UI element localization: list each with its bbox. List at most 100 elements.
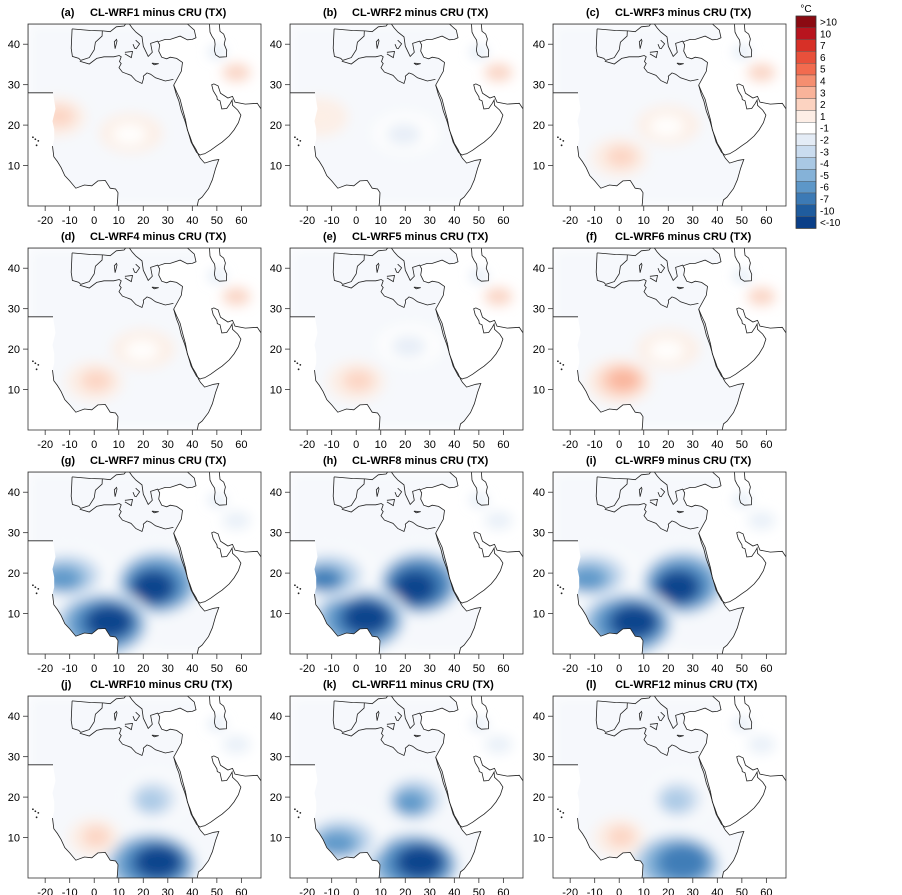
- colorbar-unit-label: °C: [800, 4, 811, 15]
- panel-label: (k): [323, 679, 337, 691]
- y-tick-label: 30: [8, 304, 20, 316]
- panel-title: CL-WRF2 minus CRU (TX): [352, 7, 489, 19]
- colorbar-swatch: [795, 15, 817, 29]
- panel-label: (g): [61, 455, 75, 467]
- x-tick-label: 40: [448, 215, 460, 227]
- x-tick-label: -20: [562, 887, 578, 895]
- colorbar-swatch: [795, 204, 817, 217]
- bias-blob: [391, 335, 426, 358]
- x-tick-label: -10: [324, 663, 340, 675]
- x-tick-label: 0: [616, 215, 622, 227]
- x-tick-label: 10: [375, 215, 387, 227]
- colorbar-swatch: [795, 157, 817, 170]
- x-tick-label: 60: [497, 215, 509, 227]
- x-tick-label: 0: [91, 215, 97, 227]
- x-tick-label: 10: [113, 663, 125, 675]
- colorbar-swatch: [795, 27, 817, 40]
- x-tick-label: 50: [211, 215, 223, 227]
- y-tick-label: 40: [533, 711, 545, 723]
- x-tick-label: 0: [353, 215, 359, 227]
- x-tick-label: -10: [62, 663, 78, 675]
- y-tick-label: 10: [270, 385, 282, 397]
- bias-blob: [124, 339, 160, 362]
- y-tick-label: 10: [8, 833, 20, 845]
- colorbar-label: 2: [820, 100, 826, 111]
- x-tick-label: 60: [235, 439, 247, 451]
- x-tick-label: 30: [162, 663, 174, 675]
- colorbar-swatch: [795, 110, 817, 123]
- x-tick-label: 40: [448, 663, 460, 675]
- panel-frame: [289, 247, 524, 431]
- coastlines: [553, 24, 786, 206]
- bias-blob: [649, 115, 685, 138]
- colorbar-label: 7: [820, 41, 826, 52]
- x-tick-label: 10: [113, 439, 125, 451]
- x-tick-label: 40: [448, 439, 460, 451]
- colorbar-label: -6: [820, 183, 829, 194]
- x-tick-label: -20: [37, 439, 53, 451]
- x-tick-label: 10: [113, 887, 125, 895]
- map-panel: (a) CL-WRF1 minus CRU (TX) -20 -10 0 10 20 30 40…: [8, 7, 262, 227]
- x-tick-label: 60: [497, 439, 509, 451]
- x-tick-label: 0: [616, 887, 622, 895]
- panel-frame: [552, 695, 787, 879]
- bias-blob: [132, 571, 174, 603]
- y-tick-label: 10: [270, 609, 282, 621]
- panel-frame: [552, 471, 787, 655]
- x-tick-label: 40: [186, 215, 198, 227]
- coastlines: [28, 24, 261, 206]
- x-tick-label: 50: [736, 663, 748, 675]
- y-tick-label: 40: [8, 711, 20, 723]
- x-tick-label: 40: [711, 887, 723, 895]
- panel-label: (h): [323, 455, 337, 467]
- x-tick-label: 0: [91, 439, 97, 451]
- panel-label: (e): [323, 231, 337, 243]
- panel-title: CL-WRF8 minus CRU (TX): [352, 455, 489, 467]
- y-tick-label: 10: [8, 385, 20, 397]
- colorbar-swatch: [795, 133, 817, 147]
- x-tick-label: 50: [211, 439, 223, 451]
- x-tick-label: 50: [736, 439, 748, 451]
- y-tick-label: 10: [8, 609, 20, 621]
- map-panel: (j) CL-WRF10 minus CRU (TX) -20 -10 0 10 20 30 4…: [8, 679, 262, 895]
- x-tick-label: 30: [424, 439, 436, 451]
- y-tick-label: 30: [270, 528, 282, 540]
- panel-label: (b): [323, 7, 337, 19]
- y-tick-label: 30: [533, 304, 545, 316]
- x-tick-label: 30: [162, 439, 174, 451]
- panel-title: CL-WRF6 minus CRU (TX): [615, 231, 752, 243]
- x-tick-label: 50: [473, 215, 485, 227]
- x-tick-label: 50: [736, 215, 748, 227]
- x-tick-label: 60: [497, 663, 509, 675]
- y-tick-label: 10: [533, 385, 545, 397]
- panel-title: CL-WRF1 minus CRU (TX): [90, 7, 227, 19]
- x-tick-label: 40: [186, 663, 198, 675]
- y-tick-label: 40: [8, 487, 20, 499]
- map-panel: (h) CL-WRF8 minus CRU (TX) -20 -10 0 10 20 30 40…: [270, 455, 524, 675]
- colorbar-label: -5: [820, 171, 829, 182]
- coastlines: [28, 472, 261, 654]
- x-tick-label: 10: [375, 663, 387, 675]
- bias-blob: [343, 602, 389, 634]
- x-tick-label: 60: [760, 887, 772, 895]
- panel-frame: [289, 471, 524, 655]
- x-tick-label: 30: [687, 439, 699, 451]
- y-tick-label: 20: [533, 120, 545, 132]
- coastlines: [28, 248, 261, 430]
- bias-blob: [394, 571, 436, 603]
- y-tick-label: 20: [8, 792, 20, 804]
- x-tick-label: -20: [299, 887, 315, 895]
- x-tick-label: -10: [587, 439, 603, 451]
- x-tick-label: 30: [424, 887, 436, 895]
- colorbar-label: -3: [820, 147, 829, 158]
- x-tick-label: 10: [375, 439, 387, 451]
- y-tick-label: 20: [270, 792, 282, 804]
- panel-title: CL-WRF11 minus CRU (TX): [352, 679, 494, 691]
- bias-blob: [342, 369, 374, 392]
- bias-blob: [80, 369, 112, 392]
- x-tick-label: 20: [399, 887, 411, 895]
- y-tick-label: 30: [270, 752, 282, 764]
- x-tick-label: 50: [211, 663, 223, 675]
- panel-title: CL-WRF5 minus CRU (TX): [352, 231, 489, 243]
